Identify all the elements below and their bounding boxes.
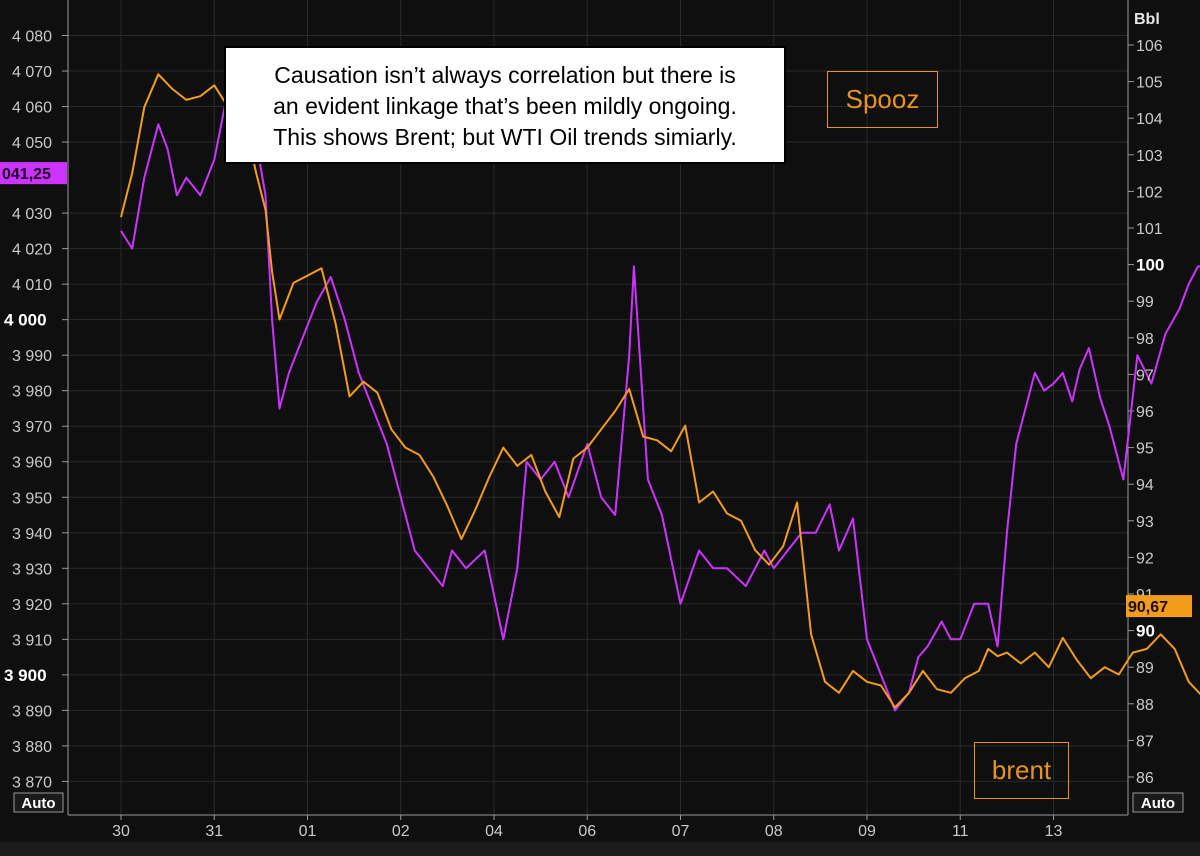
left-tick-label: 4 020 bbox=[12, 242, 52, 259]
left-value-tag: 041,25 bbox=[2, 166, 51, 183]
right-tick-label: 98 bbox=[1136, 331, 1154, 348]
right-tick-label: 100 bbox=[1136, 256, 1164, 275]
right-tick-label: 88 bbox=[1136, 697, 1154, 714]
left-tick-label: 3 960 bbox=[12, 455, 52, 472]
x-tick-label: 01 bbox=[299, 823, 317, 840]
right-tick-label: 86 bbox=[1136, 770, 1154, 787]
bottom-scroll-strip bbox=[0, 842, 1200, 856]
right-tick-label: 95 bbox=[1136, 441, 1154, 458]
right-tick-label: 96 bbox=[1136, 404, 1154, 421]
series-lines bbox=[120, 73, 1200, 712]
left-tick-label: 4 080 bbox=[12, 29, 52, 46]
right-tick-label: 101 bbox=[1136, 221, 1163, 238]
series-line-spooz bbox=[120, 87, 1200, 712]
annotation-line-1: Causation isn’t always correlation but t… bbox=[274, 62, 736, 88]
x-tick-label: 09 bbox=[858, 823, 876, 840]
right-tick-label: 94 bbox=[1136, 477, 1154, 494]
left-tick-label: 3 940 bbox=[12, 526, 52, 543]
left-tick-label: 3 930 bbox=[12, 561, 52, 578]
left-auto-label: Auto bbox=[21, 795, 55, 812]
right-auto-label: Auto bbox=[1141, 795, 1175, 812]
left-tick-label: 4 050 bbox=[12, 135, 52, 152]
legend-brent: brent bbox=[974, 742, 1069, 799]
left-tick-label: 3 970 bbox=[12, 419, 52, 436]
right-tick-label: 105 bbox=[1136, 75, 1163, 92]
right-tick-label: 106 bbox=[1136, 38, 1163, 55]
left-tick-label: 4 010 bbox=[12, 277, 52, 294]
right-axis-unit: Bbl bbox=[1134, 11, 1160, 28]
left-tick-label: 3 890 bbox=[12, 703, 52, 720]
right-tick-label: 103 bbox=[1136, 148, 1163, 165]
legend-spooz: Spooz bbox=[827, 71, 938, 128]
annotation-box: Causation isn’t always correlation but t… bbox=[224, 46, 786, 164]
annotation-line-2: an evident linkage that’s been mildly on… bbox=[273, 93, 737, 119]
left-tick-label: 3 950 bbox=[12, 490, 52, 507]
series-line-brent bbox=[120, 73, 1200, 709]
x-tick-label: 08 bbox=[765, 823, 783, 840]
left-value-tag-bg bbox=[0, 162, 67, 185]
x-tick-label: 30 bbox=[112, 823, 130, 840]
axis-labels: 30 31 01 02 04 06 07 08 09 11 13 4 080 4 070 4 060 4 0… bbox=[0, 11, 1192, 840]
left-tick-label: 3 910 bbox=[12, 632, 52, 649]
left-tick-label: 4 000 bbox=[4, 311, 47, 330]
left-tick-label: 4 060 bbox=[12, 100, 52, 117]
right-tick-label: 93 bbox=[1136, 514, 1154, 531]
right-value-tag: 90,67 bbox=[1128, 599, 1168, 616]
x-tick-label: 31 bbox=[205, 823, 223, 840]
annotation-line-3: This shows Brent; but WTI Oil trends sim… bbox=[273, 124, 737, 150]
left-tick-label: 3 990 bbox=[12, 348, 52, 365]
left-tick-label: 3 870 bbox=[12, 774, 52, 791]
left-tick-label: 3 920 bbox=[12, 597, 52, 614]
left-tick-label: 3 880 bbox=[12, 739, 52, 756]
x-tick-label: 02 bbox=[392, 823, 410, 840]
left-auto-box bbox=[13, 792, 64, 813]
x-tick-label: 07 bbox=[672, 823, 690, 840]
right-tick-label: 90 bbox=[1136, 622, 1155, 641]
x-tick-label: 13 bbox=[1045, 823, 1063, 840]
x-tick-label: 06 bbox=[578, 823, 596, 840]
left-tick-label: 3 900 bbox=[4, 666, 47, 685]
right-tick-label: 99 bbox=[1136, 294, 1154, 311]
right-tick-label: 102 bbox=[1136, 184, 1163, 201]
left-tick-label: 4 070 bbox=[12, 64, 52, 81]
right-auto-box bbox=[1132, 792, 1184, 813]
x-tick-label: 11 bbox=[952, 823, 969, 840]
axes bbox=[62, 0, 1134, 820]
right-value-tag-bg bbox=[1126, 595, 1192, 618]
right-tick-label: 92 bbox=[1136, 550, 1154, 567]
right-tick-label: 89 bbox=[1136, 660, 1154, 677]
x-tick-label: 04 bbox=[485, 823, 503, 840]
left-tick-label: 3 980 bbox=[12, 384, 52, 401]
left-tick-label: 4 030 bbox=[12, 206, 52, 223]
right-tick-label: 104 bbox=[1136, 111, 1163, 128]
right-tick-label: 87 bbox=[1136, 733, 1154, 750]
right-tick-label: 97 bbox=[1136, 367, 1154, 384]
